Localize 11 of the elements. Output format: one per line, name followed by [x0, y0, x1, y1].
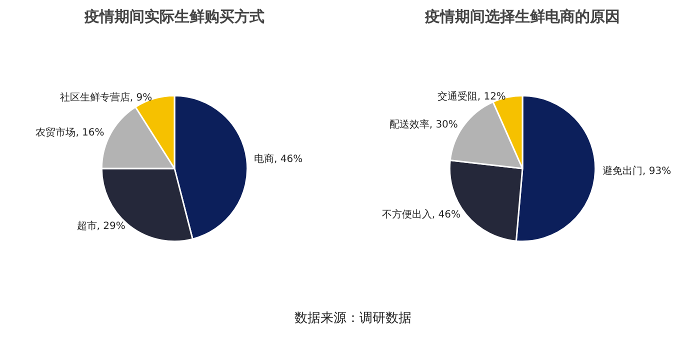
slice-label: 配送效率, 30%	[389, 118, 458, 131]
slice-label: 超市, 29%	[76, 220, 126, 232]
chart-title: 疫情期间选择生鲜电商的原因	[424, 8, 620, 26]
slice-label: 电商, 46%	[254, 152, 303, 165]
chart-title: 疫情期间实际生鲜购买方式	[84, 8, 264, 26]
source-note: 数据来源：调研数据	[294, 310, 412, 328]
slice-label: 避免出门, 93%	[602, 165, 672, 178]
slice-label: 农贸市场, 16%	[36, 126, 104, 139]
slice-label: 交通受阻, 12%	[437, 90, 506, 102]
slice-label: 不方便出入, 46%	[382, 208, 460, 220]
slice-label: 社区生鲜专营店, 9%	[60, 92, 152, 104]
